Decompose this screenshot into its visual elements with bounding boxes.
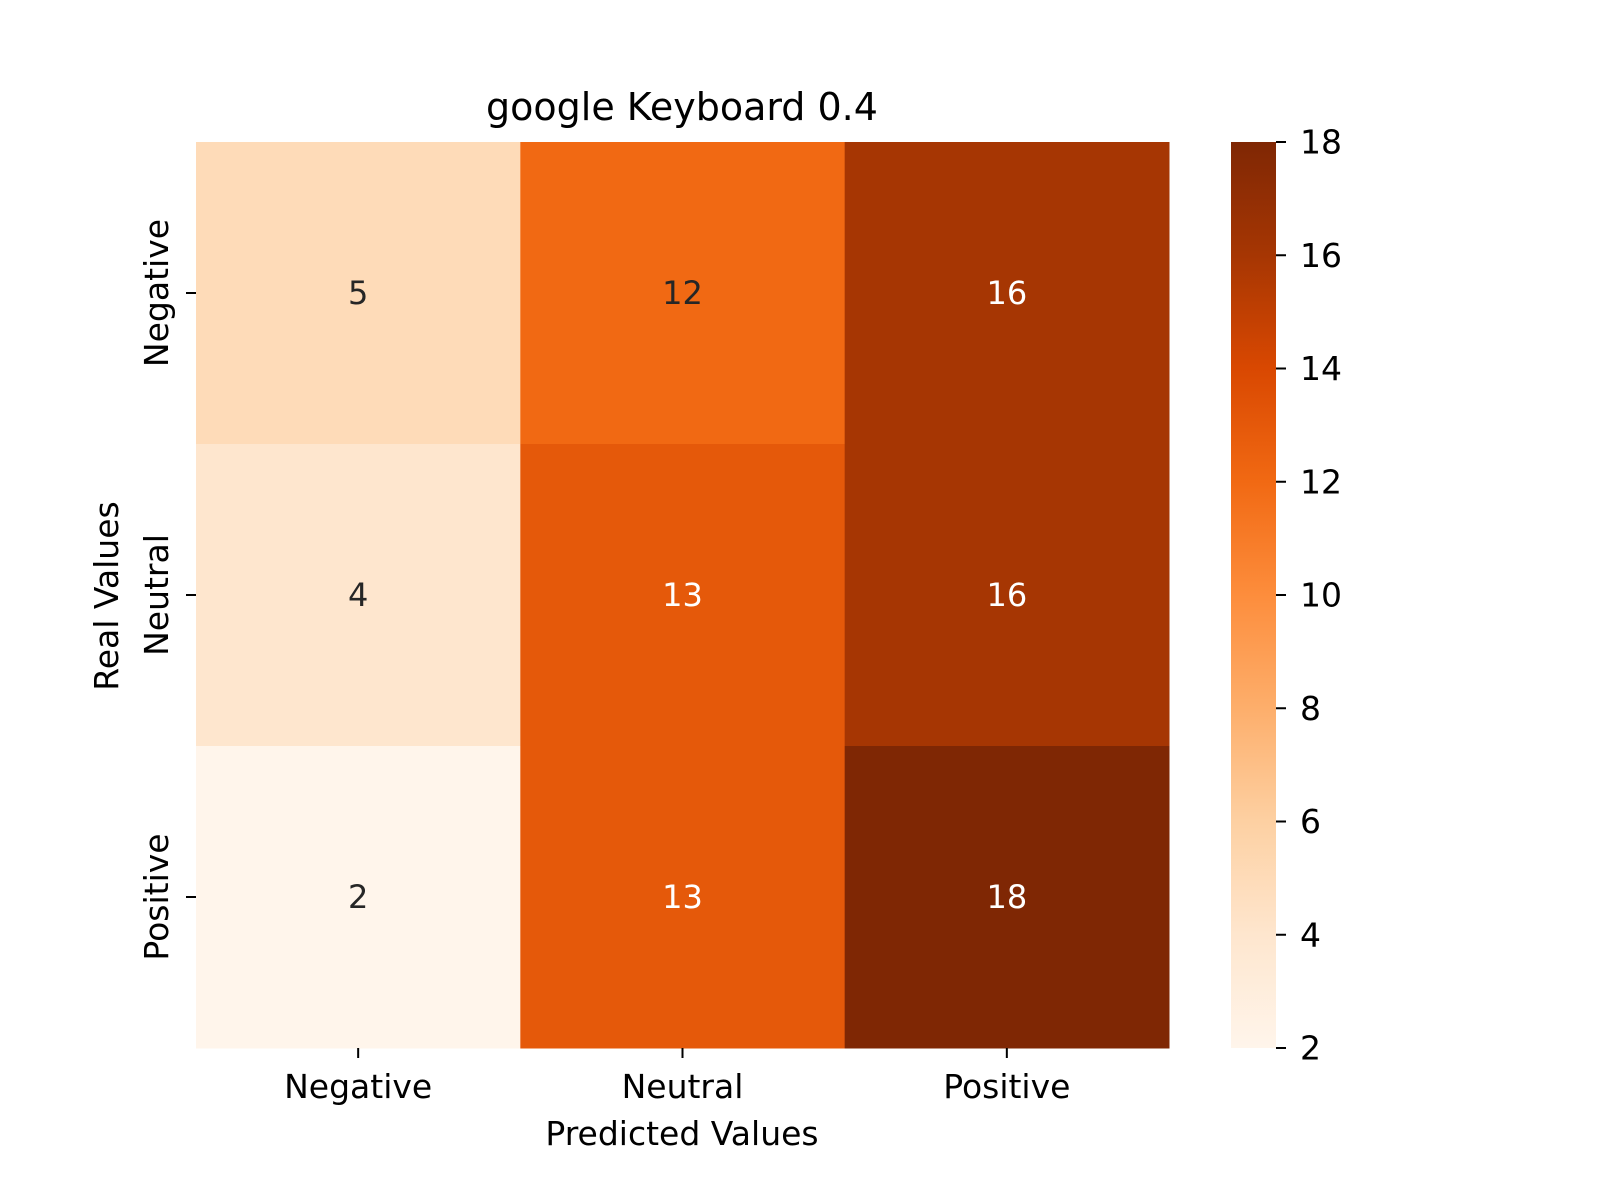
cell-value-label: 16 — [986, 274, 1027, 312]
heatmap-cell — [520, 142, 846, 445]
heatmap-cell — [844, 142, 1170, 445]
colorbar-tick-label: 6 — [1300, 802, 1321, 841]
heatmap-cell — [196, 444, 521, 747]
x-axis-label: Predicted Values — [545, 1114, 818, 1153]
y-axis-label: Real Values — [87, 501, 126, 690]
cell-value-label: 12 — [662, 274, 703, 312]
colorbar-tick-label: 16 — [1300, 236, 1342, 275]
cell-value-label: 18 — [986, 878, 1027, 916]
heatmap-cell — [844, 746, 1170, 1049]
colorbar-tick-label: 10 — [1300, 576, 1342, 615]
x-tick-label: Positive — [943, 1067, 1070, 1106]
cell-value-label: 2 — [348, 878, 368, 916]
y-tick-label: Positive — [137, 833, 176, 960]
heatmap-cell — [196, 142, 521, 445]
x-axis: Negative Neutral Positive — [284, 1048, 1070, 1106]
colorbar-tick-label: 2 — [1300, 1029, 1321, 1068]
heatmap-cell-labels: 5 12 16 4 13 16 2 13 18 — [348, 274, 1027, 916]
x-tick-label: Neutral — [622, 1067, 744, 1106]
colorbar-tick-label: 8 — [1300, 689, 1321, 728]
y-axis: Negative Neutral Positive — [137, 219, 196, 961]
colorbar-tick-label: 18 — [1300, 123, 1342, 162]
heatmap-cells — [196, 142, 1170, 1049]
y-tick-label: Negative — [137, 219, 176, 367]
cell-value-label: 16 — [986, 576, 1027, 614]
cell-value-label: 4 — [348, 576, 368, 614]
chart-title: google Keyboard 0.4 — [486, 85, 878, 129]
heatmap-cell — [520, 746, 846, 1049]
colorbar-tick-label: 12 — [1300, 462, 1342, 501]
heatmap-cell — [520, 444, 846, 747]
cell-value-label: 5 — [348, 274, 368, 312]
cell-value-label: 13 — [662, 576, 703, 614]
colorbar-tick-label: 14 — [1300, 349, 1342, 388]
cell-value-label: 13 — [662, 878, 703, 916]
colorbar-tick-label: 4 — [1300, 915, 1321, 954]
colorbar — [1231, 142, 1276, 1048]
x-tick-label: Negative — [284, 1067, 432, 1106]
y-tick-label: Neutral — [137, 534, 176, 656]
colorbar-ticks: 2 4 6 8 10 12 14 16 18 — [1276, 123, 1342, 1068]
heatmap-cell — [196, 746, 521, 1049]
heatmap-cell — [844, 444, 1170, 747]
